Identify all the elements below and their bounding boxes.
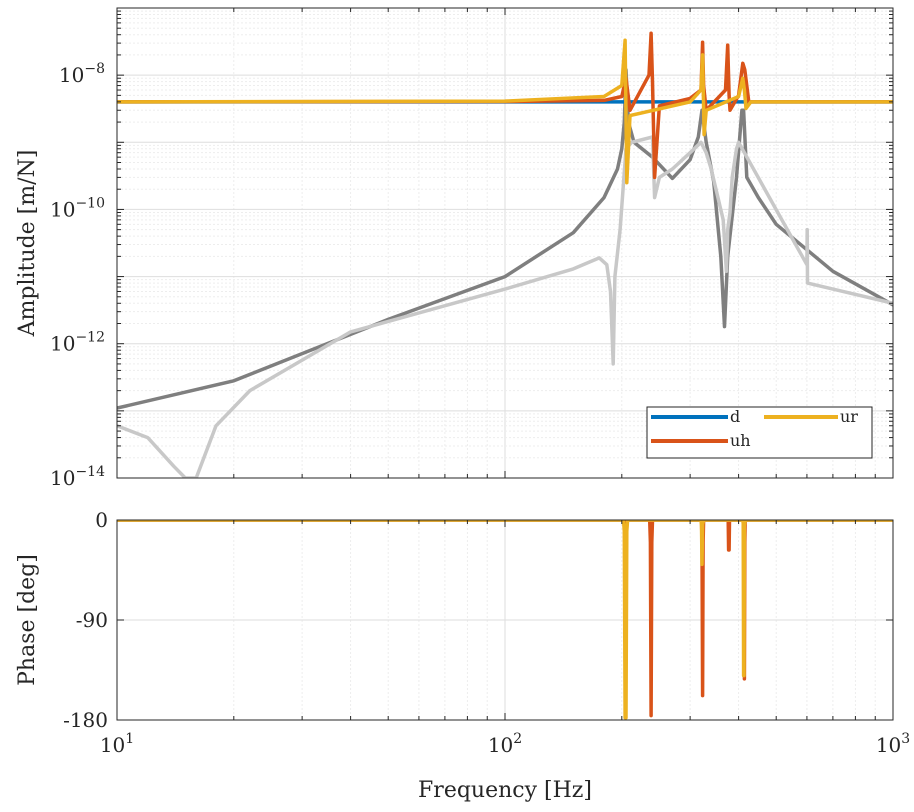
y-tick-label: 10−10 (50, 195, 105, 221)
y-tick-label: 10−8 (59, 61, 105, 87)
y-tick-label: 10−14 (50, 464, 105, 490)
phase-grid (117, 520, 893, 720)
x-tick-label: 103 (876, 731, 910, 757)
amplitude-grid (117, 8, 893, 478)
x-tick-label: 101 (100, 731, 134, 757)
legend: d ur uh (646, 406, 873, 459)
series-line-ur (117, 38, 893, 185)
amplitude-y-tick-labels: 10−8 10−10 10−12 10−14 (50, 61, 105, 490)
legend-label-d: d (730, 407, 740, 426)
amplitude-ticks (116, 7, 894, 479)
phase-panel: 0 -90 -180 101 102 103 Phase [deg] Frequency… (15, 508, 910, 803)
amplitude-y-axis-title: Amplitude [m/N] (15, 150, 40, 338)
phase-curves (117, 520, 893, 720)
phase-x-tick-labels: 101 102 103 (100, 731, 910, 757)
series-line-ur (117, 520, 893, 720)
legend-box (646, 406, 873, 459)
amplitude-curves (117, 31, 893, 478)
x-axis-title: Frequency [Hz] (418, 778, 592, 803)
phase-y-tick-labels: 0 -90 -180 (63, 508, 108, 732)
phase-y-axis-title: Phase [deg] (15, 554, 40, 686)
y-tick-label: 10−12 (50, 330, 105, 356)
legend-label-uh: uh (730, 431, 751, 450)
x-tick-label: 102 (488, 731, 522, 757)
y-tick-label: -90 (76, 608, 108, 632)
y-tick-label: -180 (63, 708, 108, 732)
y-tick-label: 0 (95, 508, 108, 532)
legend-label-ur: ur (840, 407, 858, 426)
amplitude-panel: 10−8 10−10 10−12 10−14 Amplitude [m/N] d ur… (15, 7, 894, 490)
phase-ticks (116, 519, 894, 721)
